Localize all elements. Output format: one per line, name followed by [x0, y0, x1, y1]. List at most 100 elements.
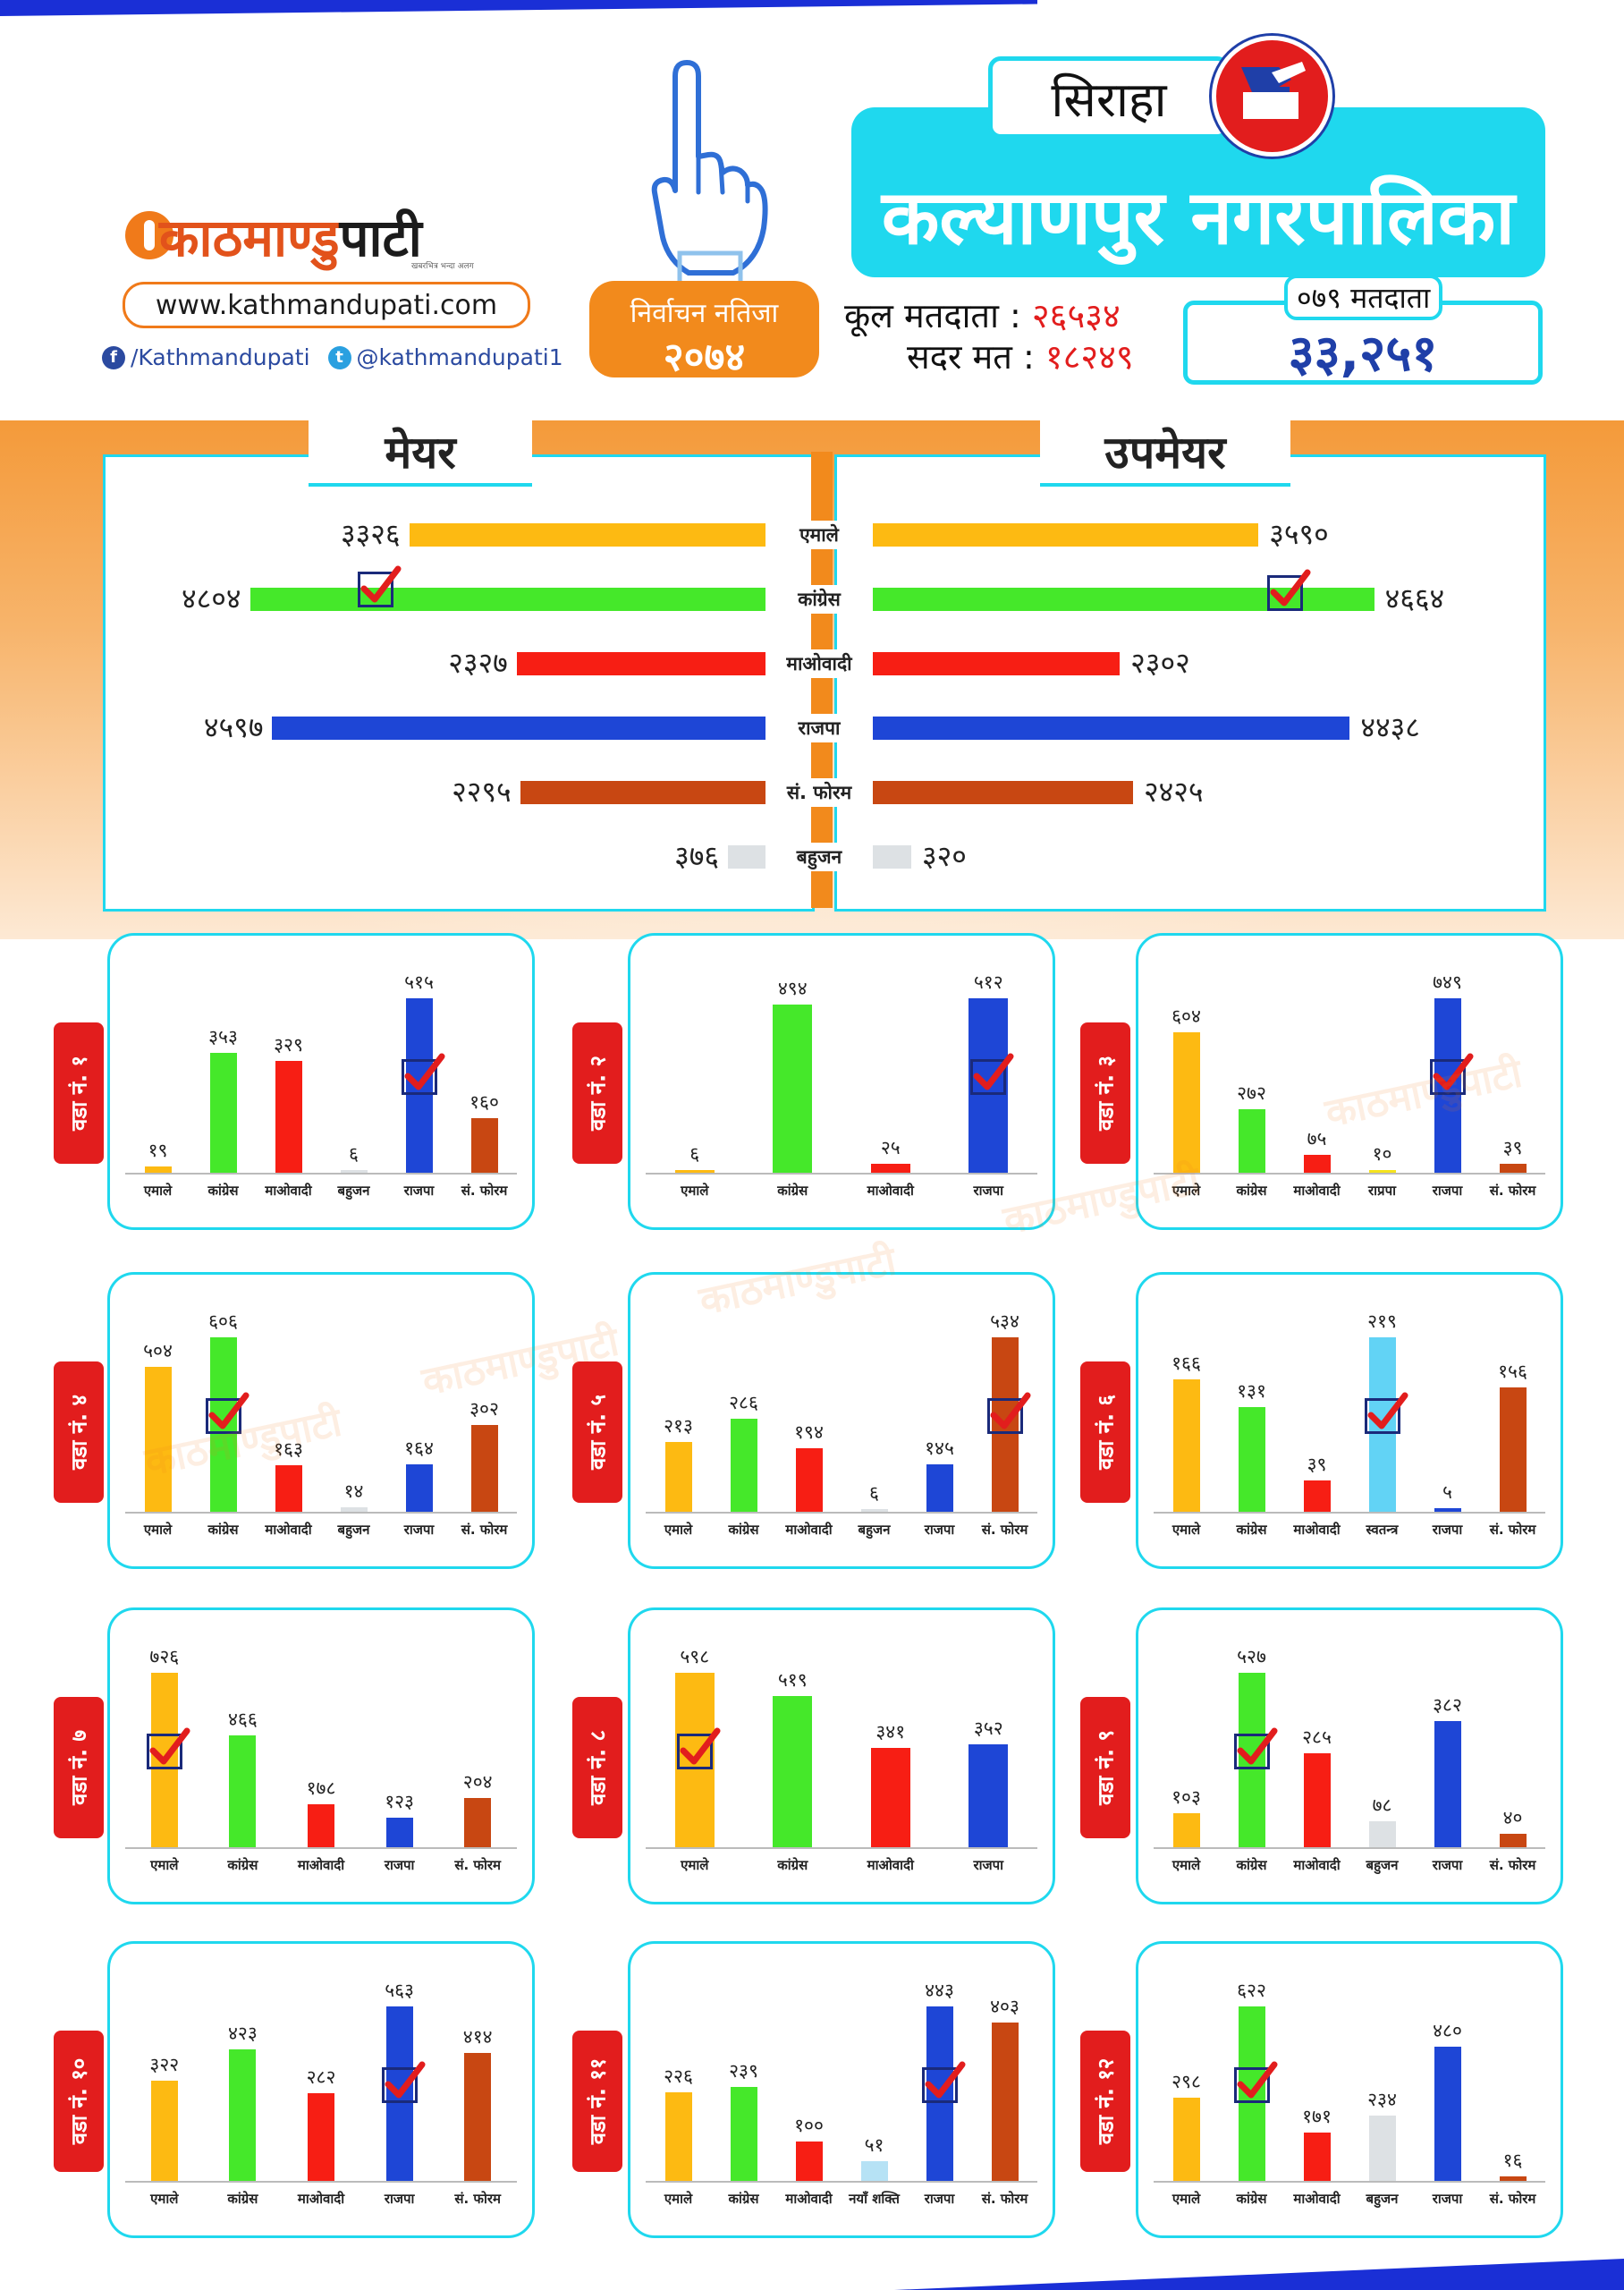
facebook-handle[interactable]: /Kathmandupati — [131, 344, 310, 370]
ward-winner-check-icon — [146, 1727, 190, 1769]
twitter-icon[interactable]: t — [327, 345, 351, 369]
ward-value-label: ४१४ — [462, 2025, 493, 2048]
voters-079-value: ३३,२५१ — [1288, 325, 1438, 383]
ward-value-label: ४९४ — [777, 977, 808, 999]
ward-category-label: सं. फोरम — [1489, 1522, 1536, 1538]
ward-value-label: २९८ — [1171, 2070, 1201, 2092]
ward-bar-item-2 — [1303, 1155, 1331, 1173]
ward-bar-item-4 — [1434, 2046, 1461, 2181]
deputy-bar-item-3 — [872, 717, 1350, 740]
ward-category-label: स्वतन्त्र — [1366, 1522, 1399, 1538]
ward-category-label: सं. फोरम — [454, 2191, 501, 2207]
ward-category-label: एमाले — [681, 1183, 709, 1199]
ward-value-label: २७२ — [1237, 1082, 1266, 1105]
ward-bar-item-0 — [664, 2091, 692, 2181]
ward-category-label: सं. फोरम — [1489, 1183, 1536, 1199]
ward-winner-check-icon — [401, 1053, 444, 1095]
social-links: f /Kathmandupati t @kathmandupati1 — [102, 344, 563, 370]
ward-card — [1136, 933, 1563, 1230]
ward-category-label: सं. फोरम — [461, 1522, 508, 1538]
ward-bar-item-2 — [1303, 1752, 1331, 1847]
ward-value-label: ३८२ — [1433, 1693, 1462, 1716]
ward-category-label: सं. फोरम — [1489, 2191, 1536, 2207]
ward-value-label: ३२२ — [149, 2054, 180, 2076]
ward-number-label: वडा नं. ७ — [66, 1729, 92, 1806]
mayor-bar-item-2 — [516, 652, 767, 675]
vote-stats: कूल मतदाता : २६५३४ सदर मत : १८२४९ — [844, 295, 1134, 377]
ward-value-label: ५६३ — [385, 1980, 414, 2001]
ward-number-label: वडा नं. ६ — [1093, 1394, 1119, 1471]
mayor-value-label: २३२७ — [448, 646, 508, 680]
party-label: राजपा — [765, 714, 873, 742]
ward-category-label: एमाले — [150, 1857, 179, 1873]
ward-number-label: वडा नं. ४ — [66, 1394, 92, 1471]
ward-bar-item-3 — [340, 1507, 368, 1512]
ward-bar-item-2 — [870, 1747, 910, 1847]
bottom-stripe — [894, 2259, 1624, 2290]
ward-bar-item-2 — [275, 1061, 302, 1173]
ward-category-label: राजपा — [384, 2191, 415, 2207]
ward-value-label: १३१ — [1237, 1380, 1266, 1403]
ward-value-label: १६४ — [404, 1438, 434, 1460]
ward-number-label: वडा नं. ११ — [585, 2057, 611, 2145]
ward-bar-item-1 — [730, 2086, 757, 2181]
mayor-bar-item-0 — [409, 523, 767, 547]
ward-value-label: ६०४ — [1171, 1005, 1201, 1027]
site-logo[interactable]: काठमाण्डुपाटी — [125, 204, 519, 268]
ward-baseline — [1154, 2181, 1545, 2183]
top-stripe — [0, 0, 1037, 16]
ward-value-label: ३९ — [1502, 1136, 1523, 1158]
ward-bar-item-0 — [1172, 2097, 1200, 2181]
ward-category-label: बहुजन — [858, 1522, 891, 1538]
party-label: सं. फोरम — [765, 778, 873, 807]
ward-bar-item-2 — [1303, 1480, 1331, 1512]
ward-value-label: ३४१ — [875, 1720, 906, 1743]
logo-text-orange: काठमाण्डु — [159, 208, 340, 268]
ward-number-tag: वडा नं. ११ — [572, 2031, 622, 2172]
twitter-handle[interactable]: @kathmandupati1 — [356, 344, 563, 370]
ward-value-label: १४ — [343, 1480, 364, 1503]
ward-winner-check-icon — [970, 1053, 1014, 1095]
ward-category-label: कांग्रेस — [227, 2191, 258, 2207]
mayor-bar-item-3 — [272, 717, 767, 740]
deputy-value-label: ४४३८ — [1360, 710, 1420, 744]
ward-bar-item-3 — [968, 1744, 1009, 1847]
ward-value-label: ७२६ — [149, 1646, 180, 1667]
ward-category-label: एमाले — [664, 2191, 693, 2207]
ward-value-label: ६२२ — [1237, 1980, 1266, 2001]
ward-baseline — [646, 1847, 1037, 1849]
ward-value-label: ५९८ — [680, 1646, 710, 1667]
mayor-value-label: ३३२६ — [340, 517, 401, 551]
party-label: एमाले — [765, 521, 873, 549]
ward-value-label: २८५ — [1302, 1726, 1332, 1748]
ward-value-label: २८२ — [306, 2066, 336, 2089]
ward-category-label: एमाले — [681, 1857, 709, 1873]
party-label: कांग्रेस — [765, 585, 873, 614]
facebook-icon[interactable]: f — [102, 345, 125, 369]
ward-bar-item-4 — [926, 1464, 953, 1512]
website-link[interactable]: www.kathmandupati.com — [123, 282, 530, 328]
ward-category-label: राजपा — [384, 1857, 415, 1873]
deputy-bar-item-0 — [872, 523, 1259, 547]
ward-category-label: बहुजन — [1366, 2191, 1399, 2207]
ward-category-label: राजपा — [403, 1183, 435, 1199]
ward-category-label: कांग्रेस — [1236, 1183, 1267, 1199]
ward-value-label: ३५२ — [973, 1718, 1003, 1740]
ward-value-label: ३५३ — [208, 1026, 238, 1048]
ward-bar-item-0 — [1172, 1379, 1200, 1512]
deputy-bar-item-2 — [872, 652, 1121, 675]
ward-value-label: ४०३ — [990, 1995, 1019, 2017]
ward-category-label: कांग्रेस — [227, 1857, 258, 1873]
ward-bar-item-3 — [1368, 1821, 1396, 1847]
ward-number-label: वडा नं. १ — [66, 1055, 92, 1132]
mayor-bar-item-4 — [520, 781, 767, 804]
deputy-bar-item-4 — [872, 781, 1133, 804]
deputy-value-label: ४६६४ — [1384, 581, 1445, 615]
ward-number-tag: वडा नं. ५ — [572, 1361, 622, 1503]
ward-baseline — [646, 1512, 1037, 1514]
ward-value-label: ४२३ — [228, 2023, 258, 2045]
ward-bar-item-3 — [860, 2160, 888, 2181]
ward-category-label: राजपा — [924, 1522, 955, 1538]
ward-bar-item-5 — [1499, 1163, 1527, 1173]
ward-category-label: माओवादी — [265, 1522, 312, 1538]
